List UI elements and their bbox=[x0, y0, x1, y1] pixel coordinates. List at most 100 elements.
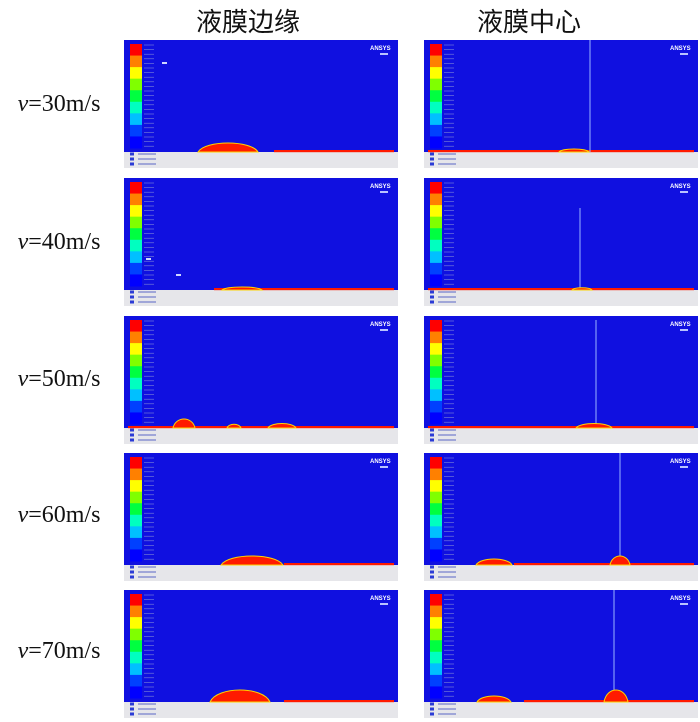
colorbar-segment bbox=[130, 228, 142, 241]
panel-center-40: ANSYS bbox=[424, 178, 698, 306]
colorbar-segment bbox=[130, 503, 142, 516]
contour-plot: ANSYS bbox=[424, 453, 698, 581]
legend-swatch bbox=[130, 707, 134, 711]
colorbar-segment bbox=[130, 526, 142, 539]
legend-text-line bbox=[438, 291, 456, 293]
colorbar-segment bbox=[430, 262, 442, 275]
colorbar-segment bbox=[130, 113, 142, 126]
panel-center-50: ANSYS bbox=[424, 316, 698, 444]
liquid-film bbox=[428, 426, 694, 429]
ansys-logo: ANSYS bbox=[370, 459, 391, 465]
colorbar-segment bbox=[130, 594, 142, 607]
legend-swatch bbox=[430, 702, 434, 706]
velocity-value: =40m/s bbox=[28, 229, 101, 255]
colorbar-segment bbox=[430, 205, 442, 218]
gas-phase-region bbox=[424, 590, 698, 702]
legend-text-line bbox=[138, 296, 156, 298]
legend-text-line bbox=[138, 434, 156, 436]
legend-text-line bbox=[138, 439, 156, 441]
legend-swatch bbox=[430, 290, 434, 294]
colorbar-segment bbox=[430, 503, 442, 516]
legend-text-line bbox=[138, 571, 156, 573]
legend-text-line bbox=[438, 566, 456, 568]
colorbar-segment bbox=[130, 251, 142, 264]
colorbar-segment bbox=[130, 274, 142, 287]
wall-strip bbox=[424, 428, 698, 444]
contour-plot: ANSYS bbox=[124, 40, 398, 168]
gas-phase-region bbox=[124, 316, 398, 428]
header-edge: 液膜边缘 bbox=[196, 8, 301, 38]
legend-swatch bbox=[430, 712, 434, 716]
liquid-film bbox=[214, 288, 394, 291]
colorbar-segment bbox=[430, 549, 442, 562]
colorbar-segment bbox=[430, 228, 442, 241]
ansys-logo: ANSYS bbox=[670, 459, 691, 465]
colorbar-segment bbox=[430, 274, 442, 287]
legend-text-line bbox=[138, 291, 156, 293]
contour-plot: ANSYS bbox=[124, 590, 398, 718]
colorbar-segment bbox=[430, 400, 442, 413]
colorbar-segment bbox=[130, 651, 142, 664]
legend-text-line bbox=[438, 713, 456, 715]
colorbar-segment bbox=[430, 640, 442, 653]
liquid-film bbox=[284, 700, 394, 703]
row-label-60: v=60m/s bbox=[0, 502, 118, 529]
velocity-symbol: v bbox=[17, 229, 29, 255]
colorbar-segment bbox=[130, 537, 142, 550]
logo-version-line bbox=[680, 603, 688, 605]
colorbar-segment bbox=[430, 628, 442, 641]
wall-strip bbox=[124, 290, 398, 306]
liquid-droplet bbox=[226, 423, 242, 429]
legend-swatch bbox=[130, 570, 134, 574]
gas-phase-region bbox=[124, 590, 398, 702]
colorbar-segment bbox=[130, 354, 142, 367]
colorbar-segment bbox=[430, 182, 442, 195]
ansys-logo: ANSYS bbox=[370, 46, 391, 52]
wall-strip bbox=[124, 428, 398, 444]
colorbar-segment bbox=[130, 628, 142, 641]
colorbar-segment bbox=[130, 124, 142, 137]
colorbar-segment bbox=[130, 377, 142, 390]
legend-text-line bbox=[438, 163, 456, 165]
panel-edge-70: ANSYS bbox=[124, 590, 398, 718]
legend-text-line bbox=[438, 158, 456, 160]
colorbar-segment bbox=[430, 605, 442, 618]
colorbar-segment bbox=[430, 136, 442, 149]
colorbar-segment bbox=[430, 216, 442, 229]
colorbar-segment bbox=[430, 686, 442, 699]
colorbar-segment bbox=[430, 663, 442, 676]
liquid-droplet bbox=[570, 287, 594, 291]
legend-text-line bbox=[438, 703, 456, 705]
legend-swatch bbox=[130, 438, 134, 442]
legend-swatch bbox=[130, 162, 134, 166]
legend-swatch bbox=[130, 433, 134, 437]
contour-plot: ANSYS bbox=[124, 453, 398, 581]
ansys-logo: ANSYS bbox=[670, 184, 691, 190]
colorbar-segment bbox=[130, 331, 142, 344]
colorbar-segment bbox=[430, 113, 442, 126]
colorbar-segment bbox=[130, 457, 142, 470]
legend-swatch bbox=[130, 712, 134, 716]
colorbar-segment bbox=[130, 320, 142, 333]
gas-phase-region bbox=[124, 40, 398, 152]
legend-swatch bbox=[130, 152, 134, 156]
logo-version-line bbox=[380, 466, 388, 468]
liquid-droplet bbox=[603, 689, 629, 703]
legend-text-line bbox=[138, 158, 156, 160]
liquid-droplet bbox=[220, 555, 284, 566]
colorbar-segment bbox=[430, 354, 442, 367]
liquid-droplet bbox=[475, 558, 513, 566]
colorbar-segment bbox=[430, 651, 442, 664]
panel-edge-50: ANSYS bbox=[124, 316, 398, 444]
colorbar-segment bbox=[430, 55, 442, 68]
liquid-droplet bbox=[220, 286, 264, 291]
liquid-droplet bbox=[267, 423, 297, 429]
contour-plot: ANSYS bbox=[124, 178, 398, 306]
colorbar-segment bbox=[430, 389, 442, 402]
liquid-droplet bbox=[609, 555, 631, 566]
velocity-symbol: v bbox=[17, 638, 29, 664]
colorbar-segment bbox=[130, 640, 142, 653]
wall-strip bbox=[424, 152, 698, 168]
legend-text-line bbox=[138, 566, 156, 568]
legend-swatch bbox=[430, 570, 434, 574]
